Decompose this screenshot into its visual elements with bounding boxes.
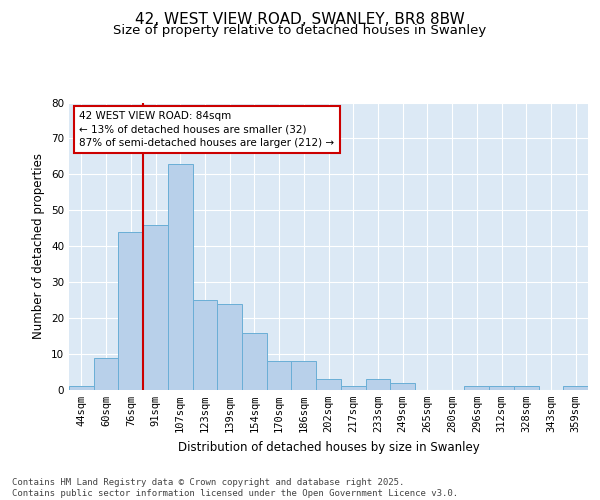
Bar [390,383,415,390]
Bar [292,361,316,390]
Bar [94,358,118,390]
Text: Contains HM Land Registry data © Crown copyright and database right 2025.
Contai: Contains HM Land Registry data © Crown c… [12,478,458,498]
Y-axis label: Number of detached properties: Number of detached properties [32,153,46,340]
Bar [168,164,193,390]
Bar [242,332,267,390]
Bar [69,386,94,390]
Bar [514,386,539,390]
Bar [267,361,292,390]
Bar [193,300,217,390]
Bar [489,386,514,390]
Bar [365,379,390,390]
Text: Size of property relative to detached houses in Swanley: Size of property relative to detached ho… [113,24,487,37]
Bar [143,224,168,390]
Bar [118,232,143,390]
Bar [464,386,489,390]
X-axis label: Distribution of detached houses by size in Swanley: Distribution of detached houses by size … [178,440,479,454]
Text: 42 WEST VIEW ROAD: 84sqm
← 13% of detached houses are smaller (32)
87% of semi-d: 42 WEST VIEW ROAD: 84sqm ← 13% of detach… [79,111,335,148]
Bar [341,386,365,390]
Bar [563,386,588,390]
Text: 42, WEST VIEW ROAD, SWANLEY, BR8 8BW: 42, WEST VIEW ROAD, SWANLEY, BR8 8BW [135,12,465,28]
Bar [217,304,242,390]
Bar [316,379,341,390]
